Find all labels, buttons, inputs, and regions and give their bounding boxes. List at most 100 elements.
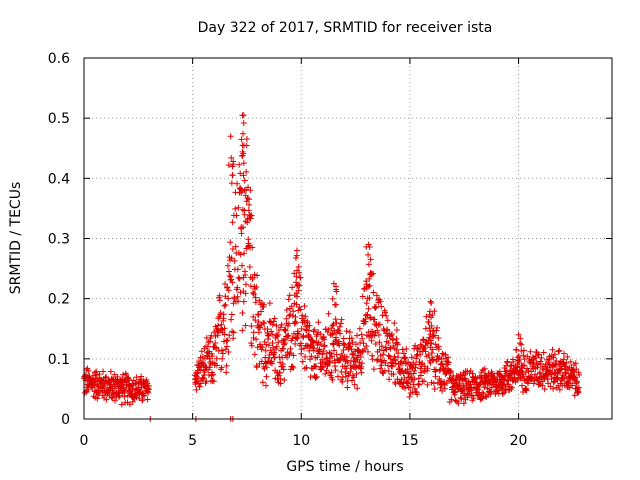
data-point (235, 204, 242, 211)
data-point (249, 289, 256, 296)
data-point (313, 363, 320, 370)
data-point (517, 370, 524, 377)
data-point (261, 320, 268, 327)
data-point (292, 314, 299, 321)
data-point (104, 388, 111, 395)
data-point (385, 368, 392, 375)
data-point (301, 365, 308, 372)
data-point (321, 336, 328, 343)
data-point (236, 275, 243, 282)
data-point (213, 362, 220, 369)
data-point (367, 256, 374, 263)
data-point (219, 350, 226, 357)
data-point (330, 280, 337, 287)
data-point (285, 333, 292, 340)
data-point (234, 293, 241, 300)
data-point (240, 224, 247, 231)
data-point (212, 340, 219, 347)
data-point (344, 359, 351, 366)
data-point (250, 329, 257, 336)
data-point (229, 163, 236, 170)
data-point (329, 295, 336, 302)
data-point (283, 307, 290, 314)
data-point (337, 330, 344, 337)
data-point (89, 372, 96, 379)
data-point (513, 346, 520, 353)
data-point (240, 120, 247, 127)
data-point (278, 321, 285, 328)
data-point (376, 339, 383, 346)
data-point (394, 341, 401, 348)
data-point (550, 385, 557, 392)
data-point (275, 339, 282, 346)
data-point (560, 356, 567, 363)
data-point (216, 297, 223, 304)
data-point (574, 379, 581, 386)
data-point (334, 327, 341, 334)
data-point (293, 247, 300, 254)
data-point (209, 377, 216, 384)
data-point (399, 367, 406, 374)
data-point (284, 354, 291, 361)
data-point (290, 308, 297, 315)
data-point (460, 400, 467, 407)
data-point (249, 274, 256, 281)
data-point (358, 360, 365, 367)
data-point (85, 367, 92, 374)
data-point (243, 168, 250, 175)
data-point (270, 344, 277, 351)
data-point (447, 368, 454, 375)
data-point (274, 331, 281, 338)
data-point (428, 300, 435, 307)
data-point (515, 331, 522, 338)
data-point (240, 160, 247, 167)
data-point (242, 322, 249, 329)
data-point (576, 371, 583, 378)
data-point (358, 364, 365, 371)
data-point (129, 398, 136, 405)
data-point (379, 368, 386, 375)
data-point (248, 322, 255, 329)
data-point (290, 352, 297, 359)
data-point (287, 311, 294, 318)
data-point (557, 359, 564, 366)
data-point (107, 368, 114, 375)
data-point (230, 158, 237, 165)
data-point (329, 376, 336, 383)
data-point (291, 318, 298, 325)
data-point (228, 154, 235, 161)
data-point (140, 377, 147, 384)
data-point (319, 351, 326, 358)
data-point (379, 312, 386, 319)
data-point (538, 354, 545, 361)
data-point (390, 371, 397, 378)
data-point (378, 303, 385, 310)
data-point (468, 385, 475, 392)
data-point (384, 327, 391, 334)
data-point (340, 346, 347, 353)
data-point (422, 325, 429, 332)
data-point (263, 341, 270, 348)
data-point (358, 369, 365, 376)
data-point (481, 365, 488, 372)
data-point (297, 306, 304, 313)
data-point (387, 345, 394, 352)
data-point (229, 328, 236, 335)
data-point (398, 376, 405, 383)
data-point (301, 303, 308, 310)
data-point (237, 184, 244, 191)
data-point (394, 376, 401, 383)
data-point (423, 313, 430, 320)
data-point (380, 347, 387, 354)
data-point (550, 379, 557, 386)
data-point (548, 371, 555, 378)
data-point (363, 343, 370, 350)
data-point (434, 324, 441, 331)
data-point (253, 283, 260, 290)
data-point (411, 376, 418, 383)
data-point (228, 276, 235, 283)
data-point (275, 372, 282, 379)
data-point (372, 341, 379, 348)
data-point (446, 399, 453, 406)
data-point (354, 385, 361, 392)
